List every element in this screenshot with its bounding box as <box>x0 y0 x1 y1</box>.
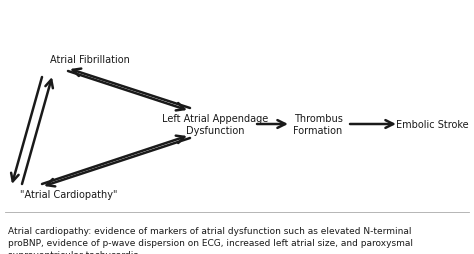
Text: "Atrial Cardiopathy": "Atrial Cardiopathy" <box>20 189 118 199</box>
Text: Atrial cardiopathy: evidence of markers of atrial dysfunction such as elevated N: Atrial cardiopathy: evidence of markers … <box>8 226 413 254</box>
Text: Left Atrial Appendage
Dysfunction: Left Atrial Appendage Dysfunction <box>162 113 268 136</box>
Text: Atrial Fibrillation: Atrial Fibrillation <box>50 55 130 65</box>
Text: Embolic Stroke: Embolic Stroke <box>396 120 468 130</box>
Text: Thrombus
Formation: Thrombus Formation <box>293 113 343 136</box>
